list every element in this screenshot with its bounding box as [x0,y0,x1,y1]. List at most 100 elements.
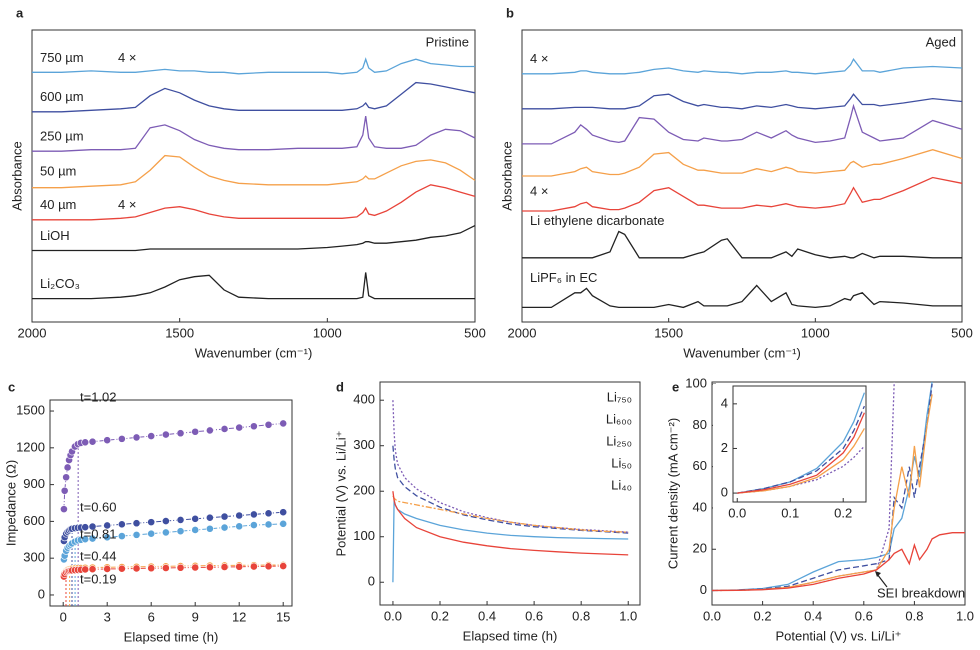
plot-frame [379,381,641,606]
x-axis-title: Potential (V) vs. Li/Li⁺ [775,628,901,643]
data-line [522,57,963,75]
x-tick-label: 1000 [313,325,342,340]
point [132,519,141,528]
series-label: LiOH [40,228,70,243]
plot-frame [711,381,966,606]
data-line [32,81,476,113]
y-tick-label: 900 [23,476,45,491]
data-line [737,405,865,494]
panel-letter: e [672,379,679,394]
x-tick-label: 9 [192,609,199,624]
y-tick-label: 400 [353,392,375,407]
legend-label: Li₆₀₀ [606,411,632,426]
y-tick-label: 1200 [16,439,45,454]
y-tick-label: 40 [693,499,707,514]
panel-letter: c [8,379,15,394]
point [176,527,185,536]
y-tick-label: 20 [693,541,707,556]
data-line [711,532,965,592]
x-tick-label: 0.0 [384,608,402,623]
panel-title: Aged [926,34,956,49]
series-label: 600 µm [40,89,84,104]
point [235,522,244,531]
series-note: 4 × [530,184,548,199]
point [117,532,126,541]
point [62,473,71,482]
x-axis-title: Elapsed time (h) [463,628,558,643]
point [132,433,141,442]
point [176,429,185,438]
series-note: 4 × [118,197,136,212]
data-line [32,184,476,221]
point [88,522,97,531]
t-label: t=0.81 [80,526,117,541]
point [249,422,258,431]
data-line [737,428,865,494]
x-tick-label: 0.4 [478,608,496,623]
point [60,505,68,514]
series-note: 4 × [530,51,548,66]
point [176,516,185,524]
point [264,520,273,529]
point [81,438,90,447]
point [191,427,200,436]
legend-label: Li₅₀ [611,455,632,470]
point [88,565,97,574]
point [205,426,214,435]
t-label: t=0.44 [80,548,117,563]
x-tick-label: 1.0 [956,608,974,623]
series-label: 50 µm [40,163,76,178]
point [191,514,200,523]
y-axis-title: Impedance (Ω) [3,460,18,546]
legend-label: Li₄₀ [611,477,632,492]
y-axis-title: Absorbance [9,141,24,210]
plot-frame [732,385,867,503]
data-line [737,412,865,494]
y-tick-label: 0 [721,485,728,500]
point [220,563,229,571]
point [205,524,214,533]
point [235,562,244,571]
legend-label: Li₇₅₀ [607,389,632,404]
series-label: Li ethylene dicarbonate [530,213,664,228]
x-axis-title: Elapsed time (h) [124,629,219,644]
point [147,564,156,573]
t-label: t=0.19 [80,571,117,586]
series-label: 250 µm [40,129,84,144]
panel-letter: a [16,5,24,20]
y-tick-label: 0 [368,574,375,589]
point [205,563,214,572]
panel-title: Pristine [426,34,469,49]
x-tick-label: 1500 [654,325,683,340]
x-tick-label: 0.1 [781,505,799,520]
data-line [522,93,963,110]
x-tick-label: 500 [951,325,973,340]
x-tick-label: 6 [148,609,155,624]
data-line [32,225,476,252]
point [264,420,273,429]
x-tick-label: 0.0 [703,608,721,623]
series-label: 750 µm [40,50,84,65]
annotation: SEI breakdown [877,585,965,600]
data-line [392,500,629,583]
point [103,533,112,542]
y-tick-label: 0 [38,586,45,601]
y-tick-label: 4 [721,395,728,410]
x-tick-label: 12 [232,609,246,624]
point [88,437,97,446]
point [147,518,156,527]
point [161,430,170,439]
point [161,528,170,537]
series-label: LiPF₆ in EC [530,270,597,285]
point [264,509,273,518]
data-line [737,445,865,494]
point [220,523,229,532]
x-tick-label: 0.2 [754,608,772,623]
trend-line [63,422,284,510]
point [279,519,288,528]
panel-letter: d [336,379,344,394]
x-tick-label: 1500 [165,325,194,340]
point [279,419,288,428]
x-tick-label: 15 [276,609,290,624]
